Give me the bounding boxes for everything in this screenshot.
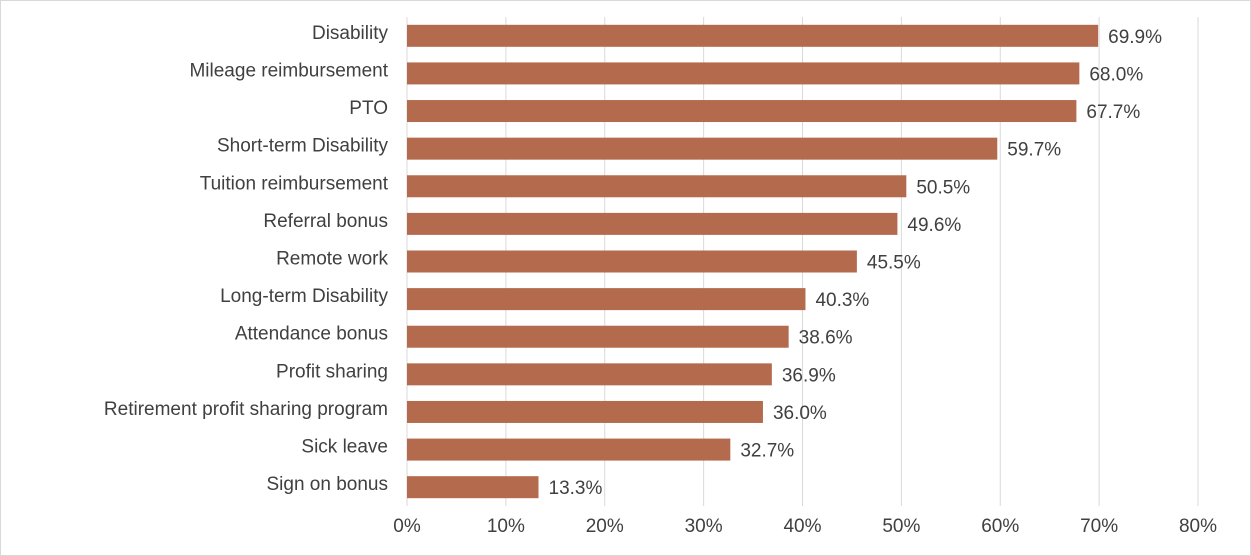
- x-tick-label: 0%: [393, 516, 421, 537]
- data-label: 69.9%: [1108, 27, 1162, 48]
- data-label: 36.9%: [782, 365, 836, 386]
- bar: [407, 62, 1080, 85]
- data-label: 40.3%: [815, 290, 869, 311]
- bar: [407, 476, 539, 499]
- data-label: 50.5%: [916, 177, 970, 198]
- y-tick-label: Sign on bonus: [267, 474, 389, 495]
- y-tick-label: Referral bonus: [263, 211, 388, 232]
- bar: [407, 100, 1077, 123]
- bar: [407, 400, 763, 423]
- bar: [407, 363, 772, 386]
- y-tick-label: Mileage reimbursement: [189, 60, 388, 81]
- data-label: 45.5%: [867, 253, 921, 274]
- x-tick-label: 10%: [487, 516, 525, 537]
- bar: [407, 212, 898, 235]
- y-tick-label: Long-term Disability: [220, 286, 388, 307]
- y-tick-label: Retirement profit sharing program: [104, 399, 388, 420]
- y-tick-label: Remote work: [276, 249, 388, 270]
- x-tick-label: 30%: [685, 516, 723, 537]
- x-tick-label: 20%: [586, 516, 624, 537]
- y-tick-label: Attendance bonus: [235, 324, 388, 345]
- x-tick-label: 50%: [882, 516, 920, 537]
- bar: [407, 288, 806, 311]
- bar: [407, 137, 998, 160]
- x-tick-label: 40%: [783, 516, 821, 537]
- data-label: 38.6%: [799, 328, 853, 349]
- y-tick-label: Short-term Disability: [217, 136, 389, 157]
- x-tick-label: 80%: [1179, 516, 1217, 537]
- data-label: 67.7%: [1086, 102, 1140, 123]
- x-tick-label: 70%: [1080, 516, 1118, 537]
- y-tick-label: Sick leave: [301, 437, 388, 458]
- data-label: 13.3%: [549, 478, 603, 499]
- y-tick-label: Profit sharing: [276, 361, 388, 382]
- bar: [407, 325, 789, 348]
- bar: [407, 438, 731, 461]
- bar: [407, 175, 907, 198]
- data-label: 32.7%: [740, 441, 794, 462]
- bar: [407, 24, 1099, 47]
- y-tick-label: Disability: [312, 23, 389, 44]
- data-label: 68.0%: [1089, 64, 1143, 85]
- bar: [407, 250, 857, 273]
- x-tick-label: 60%: [981, 516, 1019, 537]
- y-tick-label: Tuition reimbursement: [200, 173, 389, 194]
- data-label: 49.6%: [907, 215, 961, 236]
- data-label: 59.7%: [1007, 140, 1061, 161]
- data-label: 36.0%: [773, 403, 827, 424]
- y-tick-label: PTO: [349, 98, 388, 119]
